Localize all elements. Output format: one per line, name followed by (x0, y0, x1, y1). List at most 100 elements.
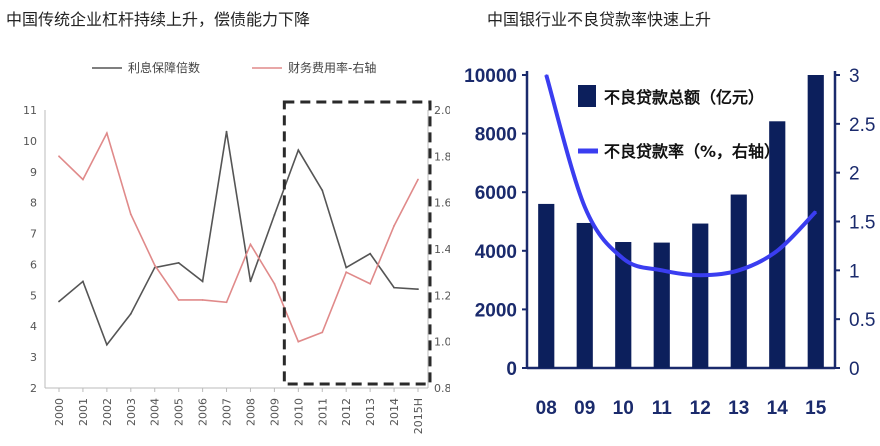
x-tick-label: 2011 (316, 398, 329, 426)
x-tick-label: 2010 (292, 398, 305, 426)
point-interest-coverage (201, 280, 204, 283)
x-tick-label: 2014 (388, 398, 401, 426)
right-y-tick-label: 1.4 (434, 243, 450, 256)
series-line-finance-expense-ratio (58, 131, 419, 343)
point-finance-expense-ratio (345, 271, 348, 274)
right-y-tick-label: 1.8 (434, 150, 450, 163)
legend-label-coverage: 利息保障倍数 (128, 60, 200, 75)
x-tick-label: 2000 (53, 398, 66, 426)
legend-label-npl-ratio: 不良贷款率（%，右轴） (604, 142, 780, 161)
npl-right-tick-label: 2 (849, 164, 860, 185)
point-finance-expense-ratio (82, 178, 84, 181)
right-chart-title: 中国银行业不良贷款率快速上升 (487, 10, 712, 29)
npl-x-tick-label: 13 (728, 398, 749, 419)
point-finance-expense-ratio (273, 282, 276, 285)
point-interest-coverage (273, 214, 276, 216)
right-y-tick-label: 0.8 (434, 382, 450, 395)
point-finance-expense-ratio (58, 155, 60, 158)
bar-npl-amount (769, 121, 786, 368)
point-interest-coverage (58, 300, 60, 303)
npl-left-tick-label: 10000 (464, 66, 517, 87)
left-y-tick-label: 9 (30, 166, 37, 179)
point-npl-ratio (622, 257, 625, 260)
point-finance-expense-ratio (369, 282, 372, 285)
left-chart-title: 中国传统企业杠杆持续上升，偿债能力下降 (6, 10, 311, 29)
npl-left-tick-label: 0 (506, 359, 517, 380)
right-y-tick-label: 2.0 (434, 104, 450, 117)
x-tick-label: 2013 (364, 398, 377, 426)
point-interest-coverage (321, 189, 324, 192)
left-chart: 2 3 4 5 6 7 8 9 10 11 0.8 1.0 1.2 1.4 1.6 1.8 2.0 2000 200… (23, 60, 450, 434)
left-y-tick-label: 5 (30, 289, 37, 302)
point-interest-coverage (129, 312, 132, 315)
point-npl-ratio (545, 74, 548, 76)
bar-npl-amount (538, 203, 555, 368)
point-npl-ratio (737, 269, 740, 272)
point-interest-coverage (105, 343, 108, 346)
point-finance-expense-ratio (249, 243, 252, 246)
npl-left-tick-label: 6000 (475, 183, 517, 204)
npl-left-tick-label: 8000 (475, 125, 517, 146)
point-npl-ratio (776, 250, 779, 252)
bar-npl-amount (692, 223, 709, 368)
left-y-tick-label: 4 (30, 320, 37, 333)
point-finance-expense-ratio (321, 331, 324, 334)
point-interest-coverage (369, 252, 372, 255)
npl-right-tick-label: 0 (849, 359, 860, 380)
legend-swatch-npl-amount (578, 85, 596, 107)
x-tick-label: 2012 (340, 398, 353, 426)
legend-label-expense: 财务费用率-右轴 (288, 60, 376, 75)
bar-npl-amount (807, 75, 824, 368)
npl-x-tick-label: 15 (805, 398, 827, 419)
point-finance-expense-ratio (153, 264, 156, 267)
npl-x-tick-label: 08 (536, 398, 557, 419)
point-interest-coverage (393, 286, 395, 289)
right-y-tick-label: 1.6 (434, 197, 450, 210)
bar-npl-amount (615, 242, 632, 368)
left-y-tick-label: 2 (30, 382, 37, 395)
left-y-tick-label: 8 (30, 197, 37, 210)
point-interest-coverage (225, 130, 228, 133)
point-interest-coverage (82, 280, 84, 283)
point-finance-expense-ratio (105, 132, 108, 135)
point-interest-coverage (177, 262, 180, 264)
x-tick-label: 2003 (125, 398, 138, 426)
point-interest-coverage (417, 288, 419, 291)
point-npl-ratio (660, 269, 663, 272)
bar-npl-amount (576, 222, 593, 368)
left-y-tick-label: 11 (23, 104, 37, 117)
highlight-box (282, 100, 432, 386)
left-y-tick-label: 7 (30, 228, 37, 241)
npl-left-tick-label: 2000 (475, 300, 517, 321)
point-npl-ratio (583, 206, 586, 208)
point-npl-ratio (814, 210, 817, 213)
npl-x-tick-label: 11 (652, 398, 673, 419)
bar-npl-amount (653, 242, 670, 368)
point-finance-expense-ratio (129, 213, 132, 216)
left-y-tick-label: 10 (23, 135, 37, 148)
x-tick-label: 2007 (221, 398, 234, 426)
npl-left-tick-label: 4000 (475, 242, 517, 263)
point-interest-coverage (345, 266, 348, 269)
right-y-tick-label: 1.2 (434, 289, 450, 302)
npl-right-tick-label: 0.5 (849, 310, 875, 331)
point-finance-expense-ratio (297, 340, 300, 343)
series-line-npl-ratio (544, 74, 818, 278)
x-tick-label: 2008 (244, 398, 257, 426)
npl-right-tick-label: 1 (849, 261, 860, 282)
legend-label-npl-amount: 不良贷款总额（亿元） (604, 88, 764, 107)
npl-x-tick-label: 14 (767, 398, 789, 419)
x-tick-label: 2004 (149, 398, 162, 426)
point-interest-coverage (297, 149, 300, 152)
npl-right-tick-label: 3 (849, 66, 860, 87)
series-line-interest-coverage (58, 131, 419, 347)
left-y-tick-label: 3 (30, 351, 37, 364)
x-tick-label: 2009 (268, 398, 281, 426)
point-interest-coverage (249, 280, 252, 283)
x-tick-label: 2015H (412, 398, 425, 434)
right-y-tick-label: 1.0 (434, 336, 450, 349)
point-finance-expense-ratio (417, 178, 419, 181)
npl-x-tick-label: 10 (613, 398, 634, 419)
left-y-tick-label: 6 (30, 258, 37, 271)
bar-npl-amount (730, 194, 747, 368)
